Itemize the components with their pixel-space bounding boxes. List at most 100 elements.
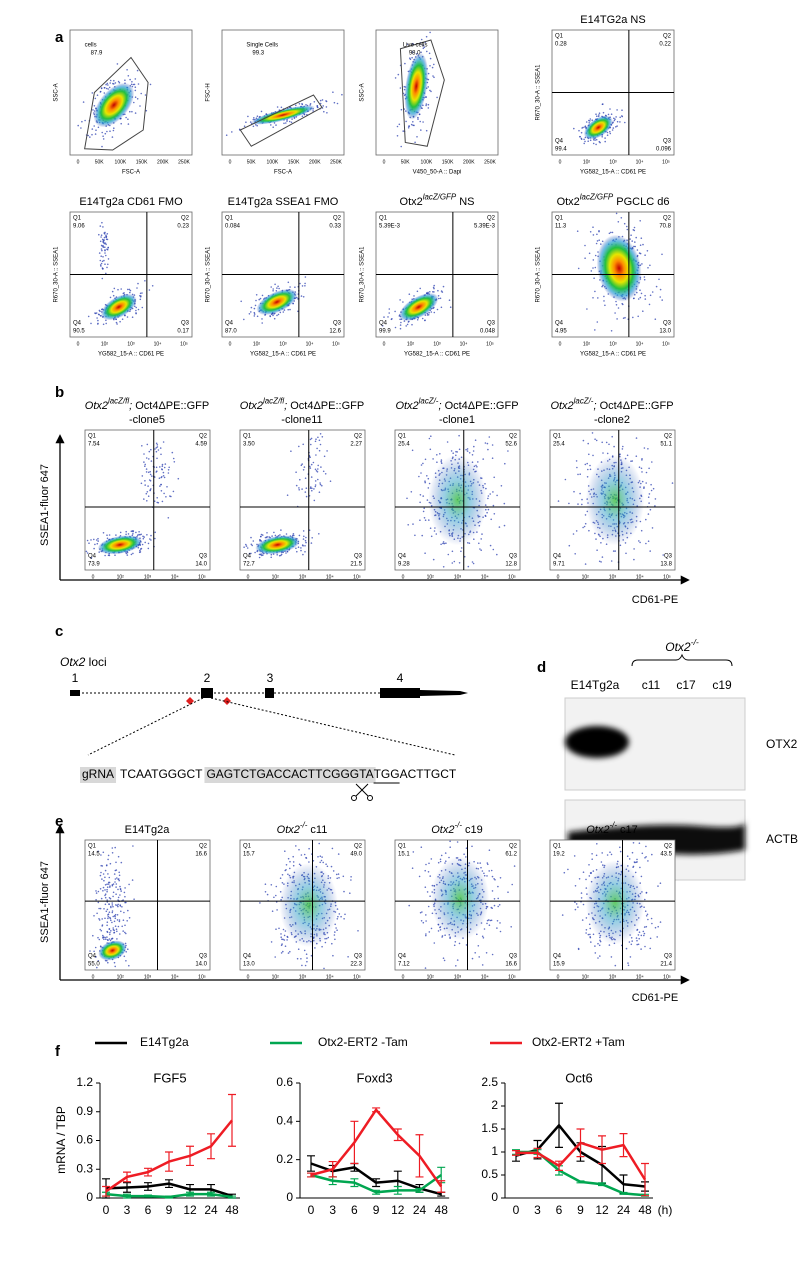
cell-dot xyxy=(632,842,635,844)
cell-dot xyxy=(131,530,134,532)
cell-dot xyxy=(253,307,256,310)
cell-dot xyxy=(458,448,461,451)
cell-dot xyxy=(132,533,134,535)
cell-dot xyxy=(302,469,305,471)
cell-cloud xyxy=(89,845,135,969)
legend-label: Otx2-ERT2 -Tam xyxy=(318,1035,408,1049)
cell-dot xyxy=(283,934,286,937)
cell-dot xyxy=(612,550,615,552)
cell-dot xyxy=(437,289,439,292)
x-tick-label: 10⁵ xyxy=(663,974,671,980)
cell-dot xyxy=(115,861,117,864)
cell-dot xyxy=(420,920,423,922)
cell-dot xyxy=(580,137,583,140)
cell-dot xyxy=(661,299,663,301)
cell-dot xyxy=(631,851,634,854)
cell-dot xyxy=(309,487,312,490)
quadrant-value: 5.39E-3 xyxy=(474,224,496,230)
sequence-part: gRNA xyxy=(82,767,114,781)
quadrant-name: Q2 xyxy=(199,844,208,850)
cell-dot xyxy=(411,449,414,452)
text-part: Otx2 xyxy=(665,640,691,654)
cell-dot xyxy=(615,126,617,128)
cell-dot xyxy=(429,31,431,34)
cell-dot xyxy=(305,541,307,544)
cell-dot xyxy=(422,921,425,924)
cell-dot xyxy=(511,883,513,886)
cell-dot xyxy=(308,847,310,850)
cell-dot xyxy=(253,313,256,315)
x-tick-label: 10⁵ xyxy=(198,974,206,980)
cell-dot xyxy=(286,936,289,938)
cell-dot xyxy=(429,57,432,60)
cell-dot xyxy=(314,480,317,482)
cell-dot xyxy=(614,964,617,967)
cell-dot xyxy=(128,883,130,886)
cell-dot xyxy=(639,541,641,544)
quadrant-value: 5.39E-3 xyxy=(379,224,401,230)
cell-dot xyxy=(427,72,430,75)
cell-dot xyxy=(107,263,109,266)
cell-dot xyxy=(273,317,276,320)
cell-dot xyxy=(479,862,482,864)
cell-dot xyxy=(347,956,349,958)
cell-dot xyxy=(319,102,322,105)
x-tick-label: 10⁴ xyxy=(481,974,489,980)
cell-dot xyxy=(298,848,300,851)
cell-cloud xyxy=(87,221,154,326)
cell-dot xyxy=(449,306,452,309)
cell-dot xyxy=(451,562,454,564)
cell-dot xyxy=(159,466,161,468)
cell-dot xyxy=(159,485,161,487)
cell-dot xyxy=(586,462,588,465)
cell-dot xyxy=(420,846,423,848)
cell-dot xyxy=(411,323,413,326)
cell-dot xyxy=(432,75,434,77)
cell-dot xyxy=(646,913,649,916)
cell-dot xyxy=(281,943,283,945)
cell-dot xyxy=(589,464,591,467)
cell-dot xyxy=(122,919,125,921)
cell-dot xyxy=(101,131,103,134)
cell-dot xyxy=(113,873,116,875)
cell-dot xyxy=(601,852,603,854)
cell-dot xyxy=(631,940,633,942)
x-tick-label: 10⁵ xyxy=(508,574,516,580)
cell-dot xyxy=(561,914,564,916)
cell-dot xyxy=(574,553,576,555)
cell-dot xyxy=(117,905,119,908)
cell-dot xyxy=(568,544,571,547)
cell-dot xyxy=(597,942,599,945)
cell-dot xyxy=(270,556,273,559)
cell-dot xyxy=(278,927,280,930)
cell-dot xyxy=(100,234,103,236)
cell-dot xyxy=(417,118,419,120)
primer-marker xyxy=(186,697,194,705)
cell-dot xyxy=(648,502,650,504)
cell-dot xyxy=(472,450,475,452)
text-part: Otx2 xyxy=(431,824,454,836)
x-axis-label: V450_50-A :: Dapi xyxy=(413,170,462,176)
cell-dot xyxy=(426,891,429,893)
cell-dot xyxy=(591,858,593,860)
cell-dot xyxy=(116,323,118,325)
cell-dot xyxy=(507,450,509,452)
cell-dot xyxy=(119,531,122,534)
cell-dot xyxy=(113,961,116,964)
cell-dot xyxy=(147,485,149,487)
cell-dot xyxy=(137,83,140,85)
band xyxy=(565,726,629,758)
text-part: Otx2 xyxy=(395,400,418,412)
y-axis-label: R670_30-A :: SSEA1 xyxy=(536,246,542,303)
cell-dot xyxy=(659,921,662,923)
x-tick-label: 10² xyxy=(117,974,125,980)
cell-dot xyxy=(91,92,94,94)
cell-dot xyxy=(612,127,615,129)
cell-dot xyxy=(424,480,426,483)
cell-dot xyxy=(419,519,421,521)
cell-dot xyxy=(91,133,93,136)
x-tick-label: 10⁴ xyxy=(154,341,162,347)
text-part: lacZ/- xyxy=(574,397,594,406)
cell-dot xyxy=(105,235,107,238)
cell-dot xyxy=(414,141,416,144)
